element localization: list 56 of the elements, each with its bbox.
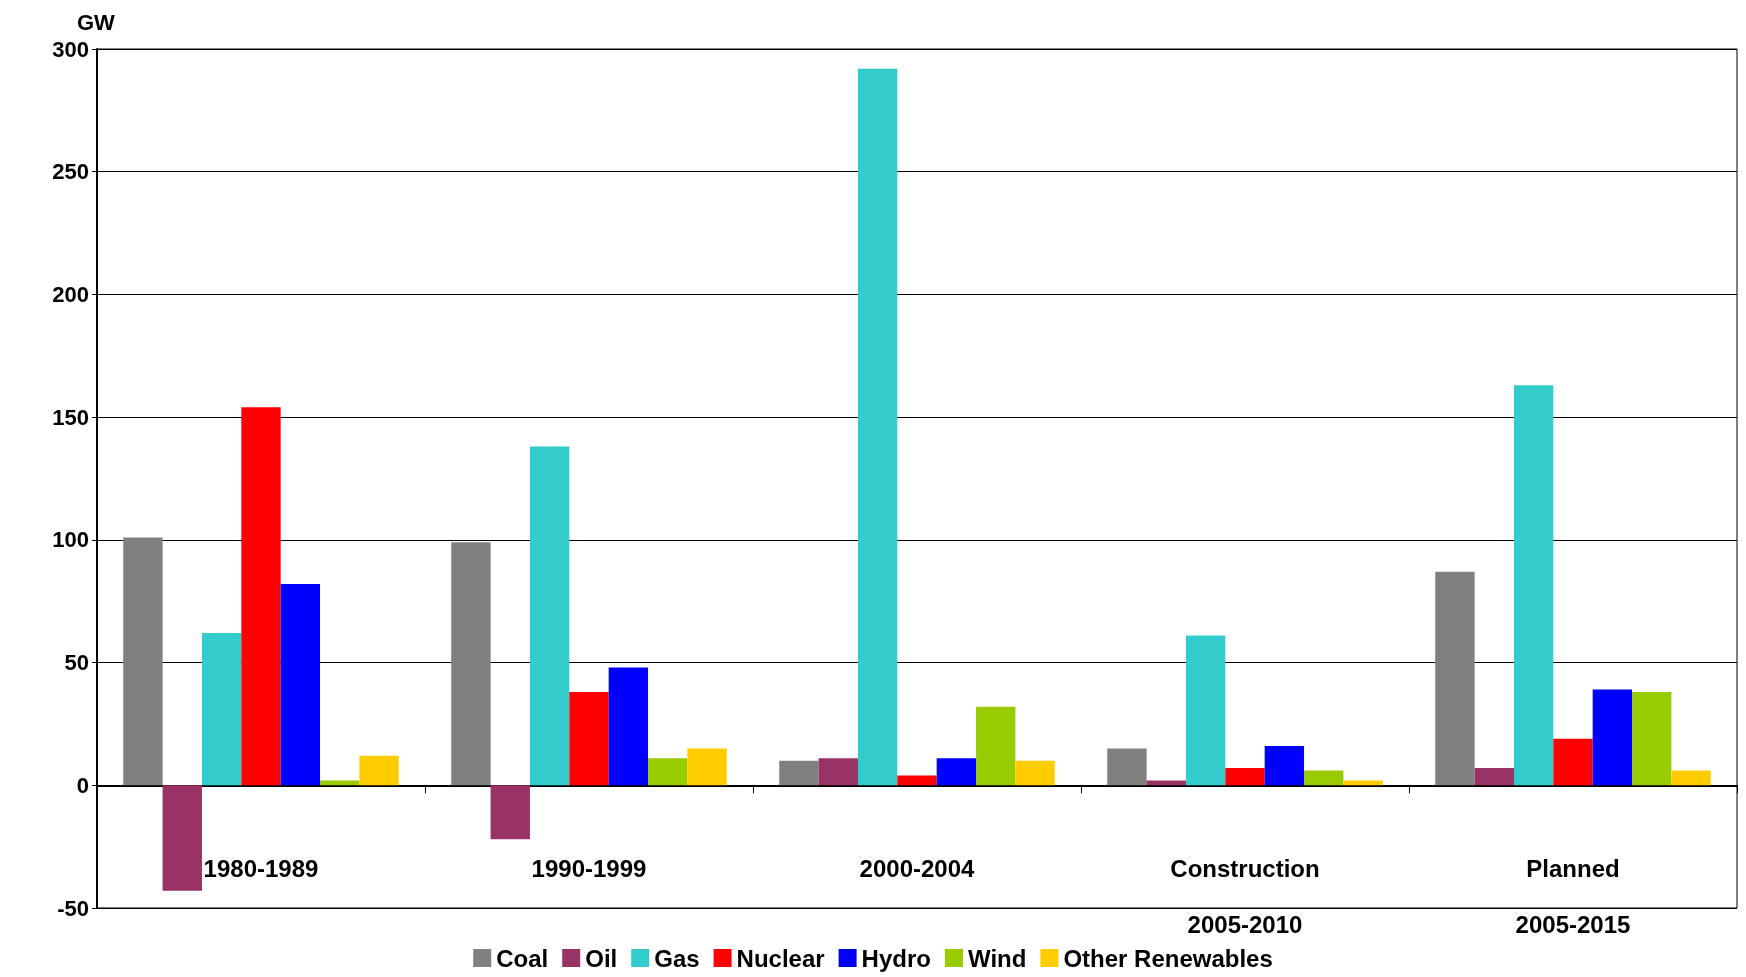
legend-label: Oil (585, 944, 618, 972)
category-label: Construction 2005-2010 (1170, 854, 1320, 938)
legend-label: Other Renewables (1063, 944, 1273, 972)
bar (162, 785, 202, 891)
bar (1592, 689, 1633, 786)
bar (1185, 635, 1226, 786)
bar (608, 667, 649, 786)
bar (1435, 571, 1475, 786)
y-tick-label: 100 (52, 527, 89, 553)
bar (1107, 748, 1147, 786)
y-axis-title: GW (77, 9, 116, 35)
bar (779, 760, 819, 786)
bar (1632, 692, 1672, 786)
legend-label: Gas (654, 944, 700, 972)
y-tick-label: 300 (52, 36, 89, 62)
bar (857, 68, 898, 786)
bar (1264, 746, 1305, 786)
bar (320, 780, 360, 786)
bar (1015, 760, 1055, 786)
bar (451, 542, 491, 786)
y-tick-label: 200 (52, 281, 89, 307)
bar (818, 758, 858, 786)
legend-label: Hydro (861, 944, 931, 972)
bar (687, 748, 727, 786)
bar (1146, 780, 1186, 786)
bar (1343, 780, 1383, 786)
bar (1225, 768, 1265, 786)
legend-label: Coal (496, 944, 549, 972)
y-tick-label: 250 (52, 159, 89, 185)
bar (359, 755, 399, 786)
bar (490, 785, 530, 840)
bar (1474, 768, 1514, 786)
bar (1553, 738, 1593, 786)
legend-label: Nuclear (736, 944, 825, 972)
y-tick-label: 0 (76, 772, 89, 798)
bar (1671, 770, 1711, 786)
bar (976, 706, 1016, 786)
x-tick-label: 2000-2004 (859, 854, 976, 882)
x-tick-label: 1980-1989 (203, 854, 319, 882)
bar (936, 758, 977, 786)
bar (1304, 770, 1344, 786)
bar (201, 633, 242, 786)
y-tick-label: 50 (64, 650, 89, 676)
bar (241, 407, 281, 786)
bar (648, 758, 688, 786)
y-tick-label: -50 (57, 895, 89, 921)
bar (123, 537, 163, 786)
legend-label: Wind (967, 944, 1027, 972)
bar (280, 584, 321, 786)
bar (897, 775, 937, 786)
bar (1513, 385, 1554, 786)
bar (569, 692, 609, 786)
bar (529, 446, 570, 786)
x-tick-label: 1990-1999 (531, 854, 647, 882)
y-tick-label: 150 (52, 404, 89, 430)
category-label: Planned 2005-2015 (1515, 854, 1631, 938)
